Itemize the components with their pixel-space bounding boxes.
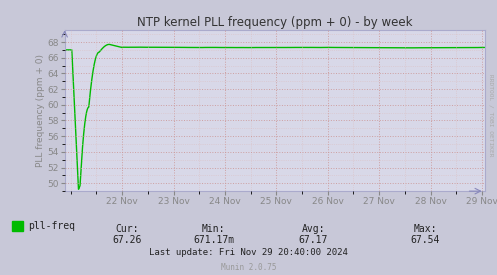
Text: 67.54: 67.54 xyxy=(410,235,440,245)
Text: Munin 2.0.75: Munin 2.0.75 xyxy=(221,263,276,272)
Text: 67.17: 67.17 xyxy=(298,235,328,245)
Text: 67.26: 67.26 xyxy=(112,235,142,245)
Text: Avg:: Avg: xyxy=(301,224,325,234)
Text: Cur:: Cur: xyxy=(115,224,139,234)
Text: Max:: Max: xyxy=(413,224,437,234)
Title: NTP kernel PLL frequency (ppm + 0) - by week: NTP kernel PLL frequency (ppm + 0) - by … xyxy=(137,16,413,29)
Text: Min:: Min: xyxy=(202,224,226,234)
Text: 671.17m: 671.17m xyxy=(193,235,234,245)
Y-axis label: PLL frequency (ppm + 0): PLL frequency (ppm + 0) xyxy=(36,54,45,167)
Text: Last update: Fri Nov 29 20:40:00 2024: Last update: Fri Nov 29 20:40:00 2024 xyxy=(149,248,348,257)
Text: pll-freq: pll-freq xyxy=(28,221,76,231)
Text: RRDTOOL / TOBI OETIKER: RRDTOOL / TOBI OETIKER xyxy=(489,74,494,157)
